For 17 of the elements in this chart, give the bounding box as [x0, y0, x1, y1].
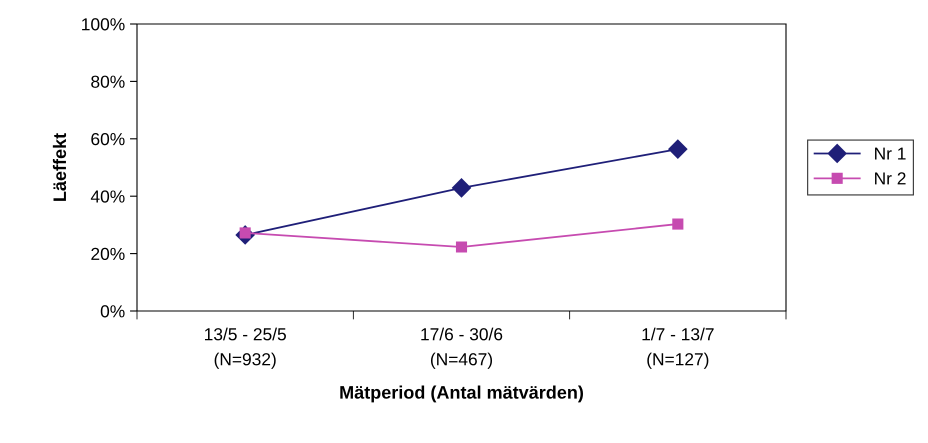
y-tick-label: 60% — [91, 132, 125, 146]
x-tick-label: 13/5 - 25/5 (N=932) — [204, 328, 286, 369]
x-axis-title: Mätperiod (Antal mätvärden) — [340, 386, 583, 402]
x-tick-label: 1/7 - 13/7 (N=127) — [642, 328, 714, 369]
y-tick-label: 80% — [91, 76, 125, 88]
y-tick-label: 20% — [91, 248, 125, 260]
point — [668, 140, 688, 159]
y-axis-title: Läeffekt — [52, 133, 66, 201]
y-tick-label: 0% — [100, 305, 125, 318]
point — [456, 241, 468, 253]
legend-label: Nr 2 — [875, 172, 906, 184]
legend-label: Nr 1 — [875, 148, 906, 160]
y-tick-label: 100% — [82, 18, 125, 30]
x-tick-label: 17/6 - 30/6 (N=467) — [421, 328, 502, 369]
point — [672, 218, 684, 230]
point — [452, 178, 472, 198]
y-tick-label: 40% — [90, 190, 125, 203]
